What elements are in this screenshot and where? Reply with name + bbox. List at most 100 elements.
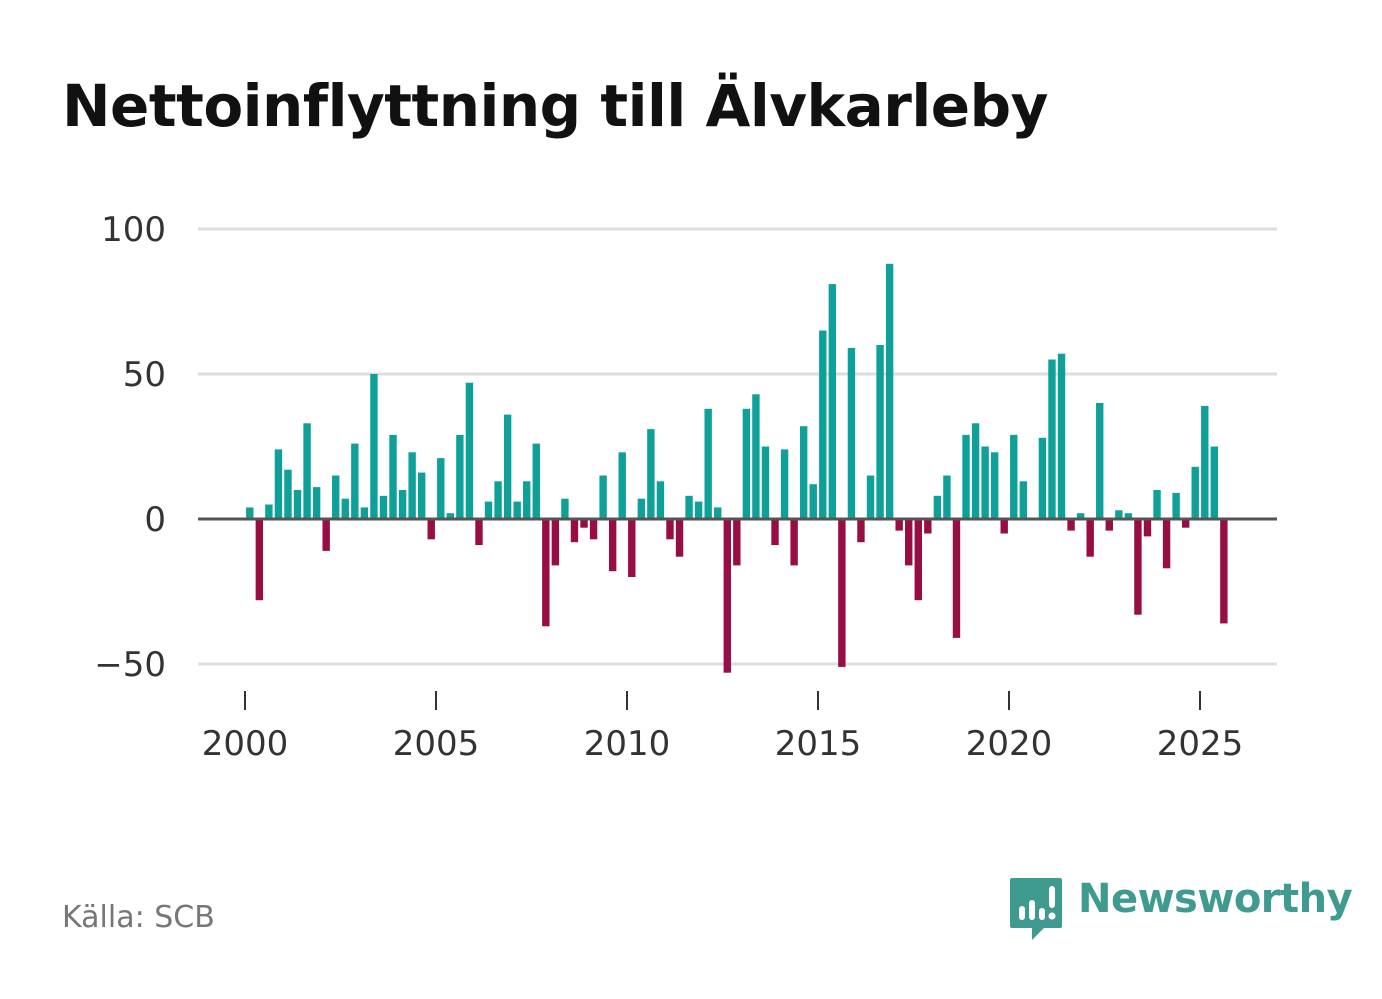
bar-2007Q4: 2007Q4: -37: [542, 519, 550, 627]
bar-2012Q3: 2012Q3: -53: [723, 519, 731, 673]
bar-2007Q3: 2007Q3: 26: [532, 443, 540, 519]
bar-2024Q1: 2024Q1: -17: [1162, 519, 1171, 569]
bar-2012Q1: 2012Q1: 38: [704, 408, 712, 519]
bar-2018Q4: 2018Q4: 29: [962, 434, 970, 519]
bar-2003Q3: 2003Q3: 8: [379, 495, 388, 519]
chart-title: Nettoinflyttning till Älvkarleby: [62, 72, 1048, 140]
x-tick-label: 2020: [966, 724, 1053, 764]
brand-logo[interactable]: Newsworthy: [1010, 876, 1353, 942]
bar-2012Q2: 2012Q2: 4: [714, 507, 722, 519]
bar-2014Q1: 2014Q1: 24: [780, 449, 789, 519]
bar-2004Q2: 2004Q2: 23: [408, 452, 416, 519]
bar-2022Q1: 2022Q1: -13: [1086, 519, 1094, 557]
grid-layer: 100 50 0 −50: [94, 210, 1277, 685]
bar-2020Q2: 2020Q2: 13: [1019, 481, 1028, 519]
bar-2012Q4: 2012Q4: -16: [733, 519, 741, 566]
bar-2006Q4: 2006Q4: 36: [503, 414, 512, 519]
bar-2016Q4: 2016Q4: 88: [885, 263, 894, 519]
bar-2014Q3: 2014Q3: 32: [799, 426, 808, 519]
bar-2019Q4: 2019Q4: -5: [1000, 519, 1008, 534]
bar-2023Q4: 2023Q4: 10: [1153, 490, 1161, 519]
bar-2011Q4: 2011Q4: 6: [694, 501, 703, 519]
x-tick-label: 2000: [202, 724, 289, 764]
y-tick-label: 0: [144, 500, 166, 540]
bar-2019Q2: 2019Q2: 25: [981, 446, 989, 519]
source-note: Källa: SCB: [62, 900, 215, 935]
bar-2010Q4: 2010Q4: 13: [656, 481, 665, 519]
x-axis-layer: 2000 2005 2010 2015 2020 2025: [202, 691, 1244, 764]
bar-2000Q2: 2000Q2: -28: [255, 519, 264, 601]
bar-2022Q3: 2022Q3: -4: [1105, 519, 1113, 531]
x-tick-label: 2015: [775, 724, 862, 764]
bar-2017Q3: 2017Q3: -28: [914, 519, 922, 601]
bar-2015Q2: 2015Q2: 81: [828, 284, 837, 519]
bar-2019Q3: 2019Q3: 23: [990, 452, 999, 519]
bar-2010Q1: 2010Q1: -20: [628, 519, 636, 577]
bar-2009Q4: 2009Q4: 23: [618, 452, 626, 519]
bar-2003Q4: 2003Q4: 29: [389, 434, 397, 519]
bar-2004Q4: 2004Q4: -7: [427, 519, 435, 540]
bar-2011Q3: 2011Q3: 8: [685, 495, 693, 519]
bar-2011Q2: 2011Q2: -13: [675, 519, 684, 557]
bar-2016Q1: 2016Q1: -8: [857, 519, 865, 543]
bar-2001Q2: 2001Q2: 10: [293, 490, 302, 519]
bar-2020Q1: 2020Q1: 29: [1010, 434, 1018, 519]
bar-2008Q3: 2008Q3: -8: [570, 519, 579, 543]
bar-2003Q1: 2003Q1: 4: [360, 507, 369, 519]
x-tick-label: 2025: [1157, 724, 1244, 764]
bar-2025Q1: 2025Q1: 39: [1201, 405, 1209, 519]
bar-2002Q1: 2002Q1: -11: [322, 519, 330, 551]
bar-2025Q2: 2025Q2: 25: [1210, 446, 1219, 519]
bar-2013Q3: 2013Q3: 25: [761, 446, 770, 519]
bar-2007Q2: 2007Q2: 13: [523, 481, 531, 519]
bar-2017Q4: 2017Q4: -5: [924, 519, 932, 534]
bar-2001Q1: 2001Q1: 17: [284, 469, 292, 519]
bars-layer: 2000Q1: 42000Q2: -282000Q3: 52000Q4: 242…: [246, 263, 1228, 673]
bar-2021Q3: 2021Q3: -4: [1067, 519, 1075, 531]
bar-2009Q3: 2009Q3: -18: [608, 519, 617, 572]
bar-2015Q1: 2015Q1: 65: [819, 330, 827, 519]
bar-2005Q2: 2005Q2: 2: [446, 513, 455, 519]
bar-2002Q3: 2002Q3: 7: [341, 498, 349, 519]
bar-2002Q4: 2002Q4: 26: [351, 443, 359, 519]
bar-2022Q2: 2022Q2: 40: [1096, 403, 1104, 519]
bar-2011Q1: 2011Q1: -7: [666, 519, 674, 540]
bar-2005Q3: 2005Q3: 29: [456, 434, 464, 519]
bar-2025Q3: 2025Q3: -36: [1220, 519, 1228, 624]
bar-2008Q1: 2008Q1: -16: [551, 519, 560, 566]
bar-2024Q3: 2024Q3: -3: [1181, 519, 1190, 528]
bar-2004Q3: 2004Q3: 16: [417, 472, 426, 519]
bar-2021Q2: 2021Q2: 57: [1057, 353, 1066, 519]
bar-2015Q3: 2015Q3: -51: [838, 519, 846, 667]
bar-2014Q2: 2014Q2: -16: [790, 519, 798, 566]
x-tick-label: 2005: [393, 724, 480, 764]
bar-2023Q2: 2023Q2: -33: [1134, 519, 1142, 615]
bar-2015Q4: 2015Q4: 59: [847, 347, 856, 519]
bar-2009Q2: 2009Q2: 15: [599, 475, 607, 519]
bar-2017Q2: 2017Q2: -16: [905, 519, 913, 566]
bar-2000Q1: 2000Q1: 4: [246, 507, 254, 519]
bar-2013Q2: 2013Q2: 43: [752, 394, 760, 519]
bar-2001Q3: 2001Q3: 33: [303, 423, 311, 519]
bar-2000Q4: 2000Q4: 24: [274, 449, 283, 519]
y-tick-label: −50: [94, 645, 166, 685]
bar-2013Q1: 2013Q1: 38: [742, 408, 751, 519]
bar-2007Q1: 2007Q1: 6: [513, 501, 521, 519]
bar-2010Q2: 2010Q2: 7: [637, 498, 646, 519]
y-tick-label: 50: [123, 355, 166, 395]
bar-2021Q4: 2021Q4: 2: [1076, 513, 1085, 519]
bar-2009Q1: 2009Q1: -7: [589, 519, 598, 540]
x-tick-label: 2010: [584, 724, 671, 764]
bar-2004Q1: 2004Q1: 10: [398, 490, 407, 519]
bar-2024Q2: 2024Q2: 9: [1172, 492, 1180, 519]
bar-2019Q1: 2019Q1: 33: [971, 423, 980, 519]
bar-2008Q4: 2008Q4: -3: [580, 519, 588, 528]
brand-name: Newsworthy: [1078, 876, 1353, 922]
bar-2000Q3: 2000Q3: 5: [265, 504, 273, 519]
bar-2023Q3: 2023Q3: -6: [1143, 519, 1152, 537]
bar-2018Q2: 2018Q2: 15: [943, 475, 951, 519]
bar-2006Q1: 2006Q1: -9: [475, 519, 483, 546]
bar-2006Q3: 2006Q3: 13: [494, 481, 502, 519]
bar-2010Q3: 2010Q3: 31: [647, 429, 655, 519]
